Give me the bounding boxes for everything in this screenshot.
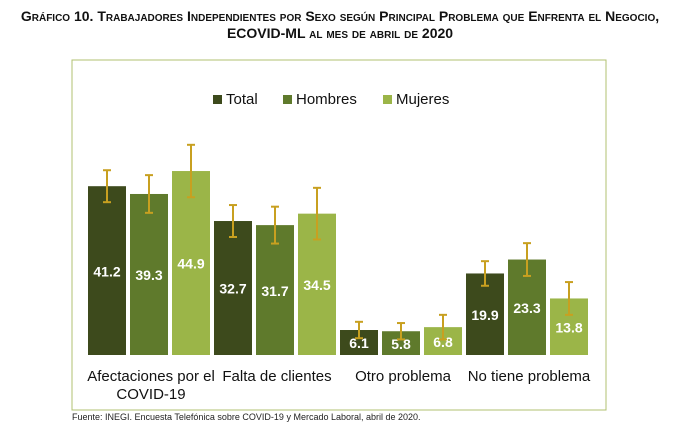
- source-note: Fuente: INEGI. Encuesta Telefónica sobre…: [72, 412, 421, 422]
- bar: [214, 221, 252, 355]
- value-label: 32.7: [219, 281, 246, 297]
- value-label: 19.9: [471, 307, 498, 323]
- legend-swatch: [383, 95, 392, 104]
- value-label: 31.7: [261, 283, 288, 299]
- x-tick-label: No tiene problema: [467, 368, 591, 385]
- value-label: 39.3: [135, 267, 162, 283]
- x-tick-label: Afectaciones por el COVID-19: [87, 368, 215, 403]
- bar: [172, 171, 210, 355]
- error-bar: [229, 204, 237, 238]
- bar: [88, 186, 126, 355]
- chart-frame: [71, 59, 607, 411]
- legend-label: Total: [226, 91, 258, 108]
- error-bar: [439, 313, 447, 341]
- value-label: 6.1: [349, 335, 369, 351]
- value-label: 6.8: [433, 334, 453, 350]
- x-tick-label: Falta de clientes: [222, 368, 332, 385]
- chart-title: Gráfico 10. Trabajadores Independientes …: [20, 8, 660, 41]
- legend-label: Hombres: [296, 91, 357, 108]
- legend-label: Mujeres: [396, 91, 449, 108]
- value-label: 23.3: [513, 300, 540, 316]
- value-label: 44.9: [177, 256, 204, 272]
- legend-swatch: [213, 95, 222, 104]
- legend-swatch: [283, 95, 292, 104]
- error-bar: [103, 169, 111, 204]
- value-label: 34.5: [303, 277, 330, 293]
- bar: [466, 273, 504, 355]
- value-label: 41.2: [93, 263, 120, 279]
- value-label: 5.8: [391, 336, 411, 352]
- error-bar: [313, 186, 321, 241]
- bar: [256, 225, 294, 355]
- bar: [130, 193, 168, 355]
- error-bar: [355, 320, 363, 340]
- error-bar: [397, 322, 405, 341]
- error-bar: [145, 174, 153, 214]
- error-bar: [481, 260, 489, 287]
- bar: [382, 331, 420, 355]
- x-tick-label: Otro problema: [355, 368, 451, 385]
- error-bar: [187, 143, 195, 199]
- error-bar: [523, 242, 531, 277]
- error-bar: [565, 281, 573, 316]
- error-bar: [271, 205, 279, 245]
- value-label: 13.8: [555, 319, 582, 335]
